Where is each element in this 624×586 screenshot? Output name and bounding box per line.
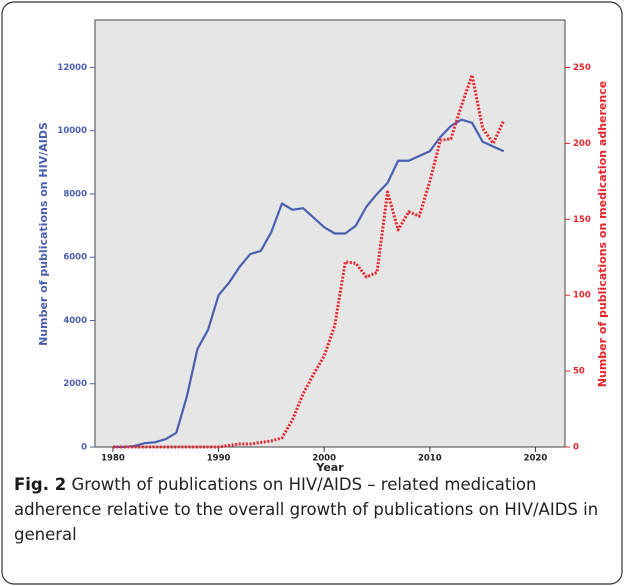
y2-tick-label: 250 — [573, 63, 591, 73]
series-line — [112, 73, 506, 449]
y2-tick-label: 150 — [573, 215, 591, 225]
x-tick-label: 1990 — [207, 454, 231, 464]
y2-axis-label: Number of publications on medication adh… — [596, 81, 609, 387]
x-tick-label: 1980 — [101, 454, 125, 464]
plot-area — [94, 19, 566, 448]
y-tick-label: 10000 — [57, 126, 87, 136]
y-tick-label: 2000 — [63, 379, 87, 389]
y2-tick-label: 200 — [573, 139, 591, 149]
y-tick-label: 4000 — [63, 316, 87, 326]
y-tick-label: 0 — [81, 443, 87, 453]
y2-tick-label: 100 — [573, 291, 591, 301]
y-tick-label: 12000 — [57, 63, 87, 73]
caption: Fig. 2 Growth of publications on HIV/AID… — [14, 472, 612, 547]
series-line — [112, 118, 505, 449]
x-axis-label: Year — [315, 461, 344, 474]
y2-tick-label: 0 — [573, 443, 579, 453]
y-tick-label: 8000 — [63, 189, 87, 199]
y-axis-label: Number of publications on HIV/AIDS — [37, 122, 50, 346]
x-tick-label: 2000 — [312, 454, 336, 464]
y2-tick-label: 50 — [573, 367, 585, 377]
x-tick-label: 2020 — [524, 454, 548, 464]
caption-text: Growth of publications on HIV/AIDS – rel… — [14, 475, 599, 544]
y-tick-label: 6000 — [63, 253, 87, 263]
x-tick-label: 2010 — [418, 454, 442, 464]
caption-label: Fig. 2 — [14, 475, 67, 494]
